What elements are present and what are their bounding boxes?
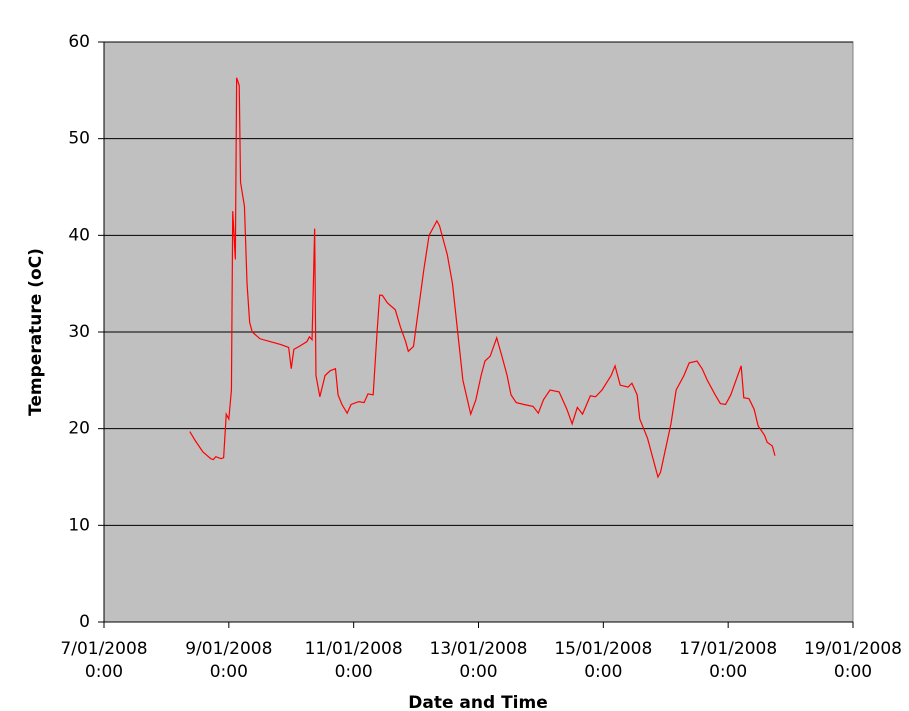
y-tick-label: 30 (68, 322, 90, 342)
x-tick-label: 17/01/2008 0:00 (679, 639, 778, 682)
data-line (189, 77, 776, 479)
y-tick-label: 50 (68, 129, 90, 149)
y-tick-label: 10 (68, 515, 90, 535)
y-axis-title: Temperature (oC) (26, 248, 46, 416)
x-tick-label: 9/01/2008 0:00 (185, 639, 273, 682)
y-tick-label: 0 (79, 612, 90, 632)
x-tick-label: 15/01/2008 0:00 (554, 639, 653, 682)
y-tick-label: 60 (68, 32, 90, 52)
x-tick-label: 11/01/2008 0:00 (304, 639, 403, 682)
y-tick-label: 20 (68, 419, 90, 439)
x-tick-label: 13/01/2008 0:00 (429, 639, 528, 682)
x-tick-label: 19/01/2008 0:00 (804, 639, 902, 682)
y-tick-label: 40 (68, 225, 90, 245)
x-tick-label: 7/01/2008 0:00 (60, 639, 148, 682)
x-axis-title: Date and Time (408, 693, 548, 711)
